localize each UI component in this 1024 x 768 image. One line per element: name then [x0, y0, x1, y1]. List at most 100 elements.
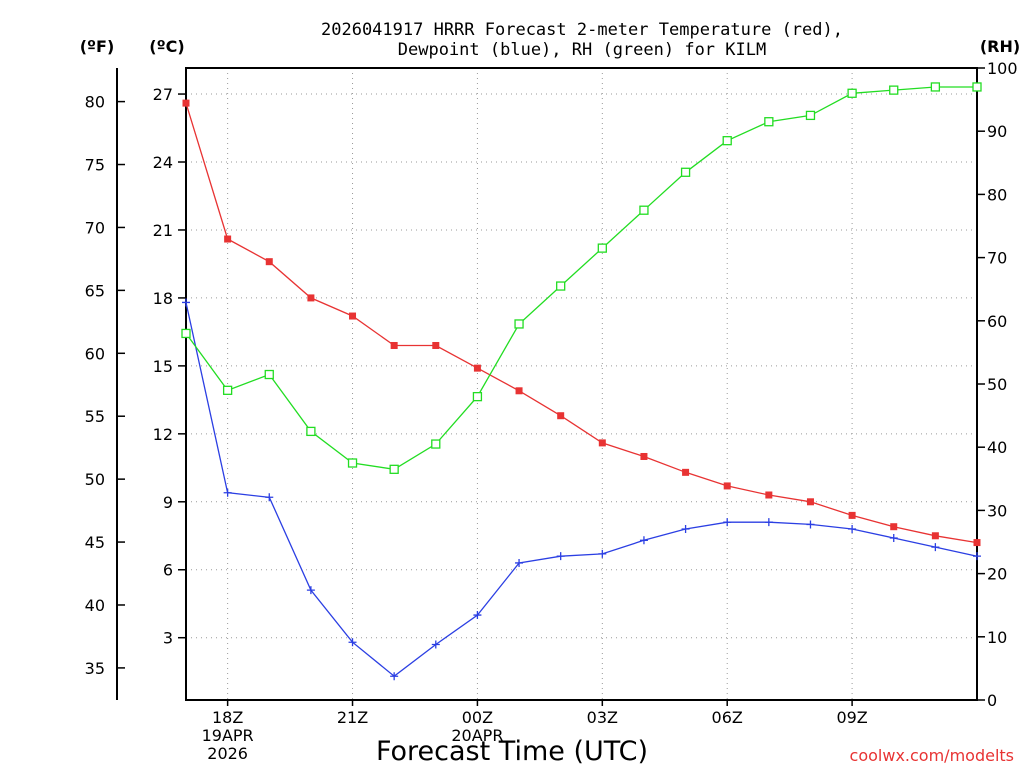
- dewpoint-point-21: [348, 638, 357, 647]
- temperature-point-24: [473, 364, 481, 372]
- rh-tick-label-70: 70: [987, 249, 1007, 268]
- temperature-point-22: [390, 341, 398, 349]
- celsius-unit-label: (ºC): [149, 37, 184, 56]
- fahrenheit-tick-label-65: 65: [85, 281, 105, 300]
- temperature-point-35: [931, 532, 939, 540]
- rh-point-32: [805, 110, 816, 121]
- rh-point-31: [764, 117, 774, 127]
- rh-point-19: [264, 369, 274, 380]
- chart-title-line-1: 2026041917 HRRR Forecast 2-meter Tempera…: [321, 20, 843, 40]
- x-tick-label-18Z: 18Z: [212, 708, 243, 727]
- rh-point-27: [597, 243, 607, 253]
- rh-tick-label-50: 50: [987, 375, 1007, 394]
- x-tick-label-21Z: 21Z: [337, 708, 368, 727]
- temperature-point-34: [890, 523, 898, 531]
- x-tick-label-00Z: 00Z: [462, 708, 493, 727]
- credit-text: coolwx.com/modelts: [850, 746, 1014, 765]
- rh-point-20: [306, 426, 316, 437]
- rh-tick-label-40: 40: [987, 438, 1007, 457]
- rh-tick-label-30: 30: [987, 501, 1007, 520]
- temperature-point-21: [349, 312, 357, 320]
- rh-point-24: [472, 391, 483, 402]
- temperature-point-28: [640, 452, 648, 460]
- fahrenheit-tick-label-80: 80: [85, 93, 105, 112]
- rh-point-26: [556, 281, 566, 291]
- dewpoint-point-26: [556, 552, 565, 561]
- temperature-point-23: [432, 341, 440, 349]
- dewpoint-point-19: [265, 493, 274, 502]
- dewpoint-point-25: [515, 558, 524, 567]
- dewpoint-point-33: [848, 524, 857, 533]
- axes: [116, 67, 985, 706]
- rh-tick-label-60: 60: [987, 312, 1007, 331]
- dewpoint-point-36: [973, 552, 981, 561]
- temperature-point-31: [765, 491, 773, 499]
- rh-tick-label-100: 100: [987, 59, 1018, 78]
- chart-title-line-2: Dewpoint (blue), RH (green) for KILM: [398, 40, 766, 60]
- temperature-point-17: [182, 99, 190, 107]
- celsius-tick-label-6: 6: [163, 561, 173, 580]
- rh-tick-label-90: 90: [987, 122, 1007, 141]
- temperature-point-30: [723, 482, 731, 490]
- fahrenheit-tick-label-70: 70: [85, 218, 105, 237]
- rh-point-23: [431, 439, 441, 449]
- celsius-tick-label-9: 9: [163, 493, 173, 512]
- fahrenheit-tick-label-45: 45: [85, 533, 105, 552]
- celsius-tick-label-12: 12: [153, 425, 173, 444]
- rh-point-30: [722, 136, 732, 146]
- fahrenheit-tick-label-50: 50: [85, 470, 105, 489]
- rh-point-25: [514, 319, 524, 329]
- dewpoint-point-29: [681, 524, 690, 533]
- celsius-tick-label-3: 3: [163, 629, 173, 648]
- dewpoint-point-27: [598, 549, 607, 558]
- dewpoint-point-34: [889, 534, 898, 543]
- temperature-point-26: [557, 412, 565, 420]
- celsius-tick-label-27: 27: [153, 85, 173, 104]
- dewpoint-point-30: [723, 518, 732, 527]
- temperature-point-33: [848, 511, 856, 519]
- dewpoint-point-32: [806, 520, 815, 529]
- rh-point-28: [639, 205, 649, 215]
- dewpoint-point-23: [431, 640, 440, 649]
- celsius-tick-label-15: 15: [153, 357, 173, 376]
- x-tick-label-03Z: 03Z: [587, 708, 618, 727]
- celsius-tick-label-21: 21: [153, 221, 173, 240]
- fahrenheit-tick-label-60: 60: [85, 344, 105, 363]
- dewpoint-point-31: [764, 518, 773, 527]
- x-tick-label-09Z: 09Z: [836, 708, 867, 727]
- dewpoint-point-22: [390, 672, 399, 681]
- rh-series-line: [185, 86, 977, 470]
- rh-tick-label-20: 20: [987, 565, 1007, 584]
- temperature-point-29: [682, 468, 690, 476]
- plot-frame: [185, 67, 978, 701]
- dewpoint-point-18: [223, 488, 232, 497]
- x-tick-label-20APR: 20APR: [451, 726, 503, 745]
- dewpoint-point-24: [473, 611, 482, 620]
- fahrenheit-tick-label-55: 55: [85, 407, 105, 426]
- rh-point-17: [181, 328, 191, 339]
- x-tick-label-06Z: 06Z: [712, 708, 743, 727]
- celsius-tick-label-24: 24: [153, 153, 173, 172]
- dewpoint-point-20: [306, 586, 315, 595]
- tick-labels: 3 6 9 12 15 18 21 24 27 35 40 45 50 55 60 65 70 75 80 0 10 20…: [85, 59, 1018, 763]
- fahrenheit-unit-label: (ºF): [80, 37, 115, 56]
- dewpoint-point-28: [639, 536, 648, 545]
- x-axis-label: Forecast Time (UTC): [376, 736, 648, 767]
- dewpoint-point-17: [182, 298, 190, 307]
- temperature-point-25: [515, 387, 523, 395]
- rh-point-35: [930, 82, 941, 92]
- dewpoint-series-line: [185, 302, 978, 678]
- temperature-point-18: [224, 235, 232, 243]
- data-series: [181, 82, 982, 681]
- temperature-point-27: [598, 439, 606, 447]
- fahrenheit-tick-label-35: 35: [85, 659, 105, 678]
- rh-point-33: [847, 88, 857, 98]
- temperature-point-19: [265, 258, 273, 266]
- dewpoint-point-35: [931, 543, 940, 552]
- temperature-point-32: [806, 498, 814, 506]
- celsius-tick-label-18: 18: [153, 289, 173, 308]
- rh-tick-label-0: 0: [987, 691, 997, 710]
- rh-tick-label-80: 80: [987, 185, 1007, 204]
- grid-lines: [186, 68, 977, 700]
- x-tick-label-19APR: 19APR: [202, 726, 254, 745]
